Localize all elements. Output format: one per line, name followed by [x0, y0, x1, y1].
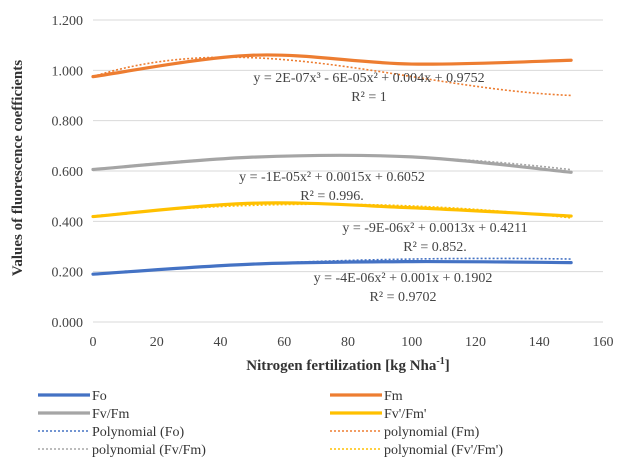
equation-fvfm: y = -1E-05x² + 0.0015x + 0.6052 [239, 170, 425, 185]
x-tick-label: 0 [90, 335, 97, 350]
y-axis-ticks: 0.000 0.200 0.400 0.600 0.800 1.000 1.200 [52, 14, 84, 331]
y-tick-label: 0.600 [52, 165, 84, 180]
y-axis-title: Values of fluorescence coefficients [10, 60, 26, 276]
data-series [91, 53, 573, 276]
x-tick-label: 160 [593, 335, 614, 350]
x-tick-label: 40 [214, 335, 228, 350]
legend-label: Fv'/Fm' [384, 407, 426, 422]
y-tick-label: 0.000 [52, 316, 84, 331]
equation-fm: y = 2E-07x³ - 6E-05x² + 0.004x + 0.9752 [253, 71, 484, 86]
legend-label: polynomial (Fv'/Fm') [384, 443, 503, 458]
r2-fvfm: R² = 0.996. [300, 189, 363, 204]
y-tick-label: 0.200 [52, 266, 84, 281]
x-axis-title: Nitrogen fertilization [kg Nha-1] [246, 356, 449, 374]
y-tick-label: 0.400 [52, 215, 84, 230]
legend-label: Fo [92, 389, 107, 404]
x-tick-label: 140 [529, 335, 550, 350]
legend-label: Polynomial (Fo) [92, 425, 185, 440]
series-line-fm [91, 53, 573, 79]
x-tick-label: 100 [401, 335, 422, 350]
trendline-polynomial-fm- [92, 56, 572, 97]
r2-fo: R² = 0.9702 [370, 290, 437, 305]
r2-fm: R² = 1 [351, 90, 386, 105]
series-line-fv-fm- [91, 201, 573, 219]
x-tick-label: 120 [465, 335, 486, 350]
y-tick-label: 0.800 [52, 115, 84, 130]
x-axis-ticks: 0 20 40 60 80 100 120 140 160 [90, 335, 614, 350]
legend-label: Fm [384, 389, 403, 404]
x-tick-label: 20 [150, 335, 164, 350]
equation-fo: y = -4E-06x² + 0.001x + 0.1902 [314, 271, 493, 286]
y-tick-label: 1.000 [52, 64, 84, 79]
gridlines [93, 19, 603, 323]
r2-fvfm-prime: R² = 0.852. [403, 240, 466, 255]
series-line-fv-fm [91, 153, 573, 174]
x-tick-label: 80 [341, 335, 355, 350]
trendline-polynomial-fv-fm- [92, 154, 572, 171]
legend-label: Fv/Fm [92, 407, 129, 422]
y-tick-label: 1.200 [52, 14, 84, 29]
trendlines [92, 56, 572, 275]
legend: Fo Fm Fv/Fm Fv'/Fm' Polynomial (Fo) polynomia… [38, 389, 503, 458]
equation-fvfm-prime: y = -9E-06x² + 0.0013x + 0.4211 [342, 221, 527, 236]
legend-label: polynomial (Fm) [384, 425, 480, 440]
x-tick-label: 60 [277, 335, 291, 350]
legend-label: polynomial (Fv/Fm) [92, 443, 206, 458]
